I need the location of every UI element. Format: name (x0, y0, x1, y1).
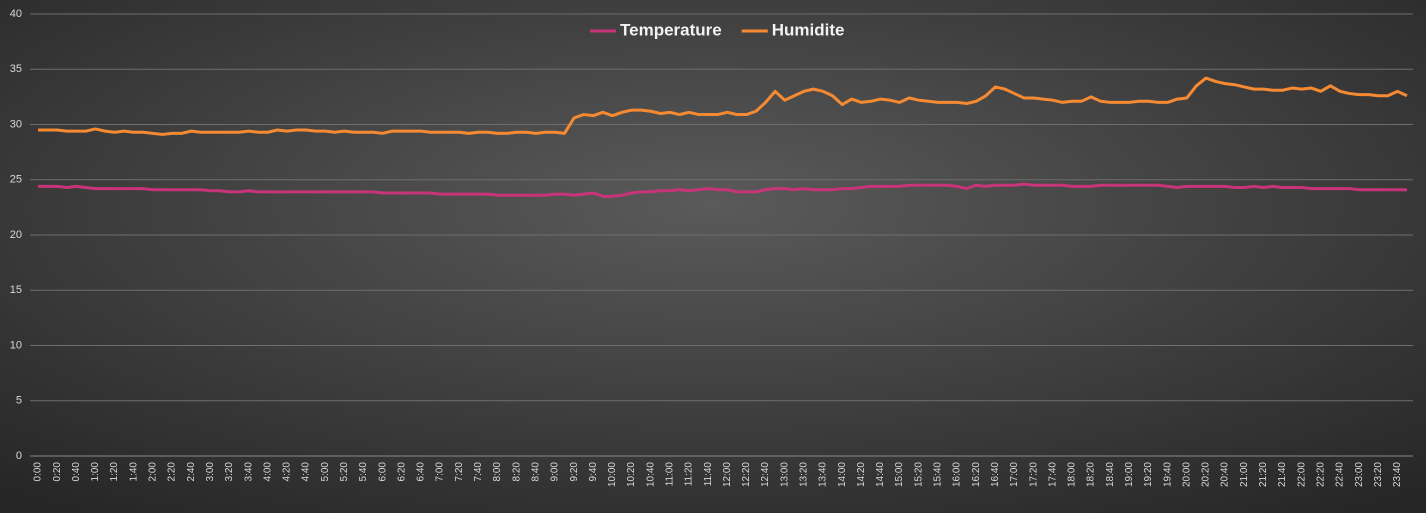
x-tick-label: 0:20 (52, 462, 63, 482)
x-tick-label: 20:40 (1220, 462, 1231, 487)
line-series (38, 76, 1408, 136)
x-tick-label: 6:20 (396, 462, 407, 482)
x-tick-label: 21:00 (1239, 462, 1250, 487)
x-tick-label: 17:40 (1047, 462, 1058, 487)
x-tick-label: 4:00 (262, 462, 273, 482)
x-tick-label: 13:20 (799, 462, 810, 487)
x-tick-label: 8:00 (492, 462, 503, 482)
x-tick-label: 14:00 (837, 462, 848, 487)
y-tick-label: 35 (10, 63, 22, 75)
x-tick-label: 6:40 (416, 462, 427, 482)
x-tick-label: 10:00 (607, 462, 618, 487)
x-tick-label: 15:00 (894, 462, 905, 487)
x-tick-label: 14:20 (856, 462, 867, 487)
x-tick-label: 13:00 (779, 462, 790, 487)
x-tick-label: 2:40 (186, 462, 197, 482)
x-tick-label: 7:00 (435, 462, 446, 482)
x-tick-label: 18:40 (1105, 462, 1116, 487)
x-tick-label: 23:20 (1373, 462, 1384, 487)
x-tick-label: 5:00 (320, 462, 331, 482)
x-tick-label: 21:40 (1277, 462, 1288, 487)
x-tick-label: 14:40 (875, 462, 886, 487)
x-tick-label: 9:00 (550, 462, 561, 482)
y-tick-label: 10 (10, 339, 22, 351)
x-tick-label: 22:40 (1335, 462, 1346, 487)
x-tick-label: 6:00 (377, 462, 388, 482)
x-tick-label: 8:20 (511, 462, 522, 482)
x-tick-label: 23:00 (1354, 462, 1365, 487)
y-tick-label: 15 (10, 284, 22, 296)
y-tick-label: 40 (10, 8, 22, 20)
x-tick-label: 1:00 (90, 462, 101, 482)
x-tick-label: 9:20 (569, 462, 580, 482)
x-tick-label: 11:00 (664, 462, 675, 487)
x-tick-label: 3:20 (224, 462, 235, 482)
x-tick-label: 12:20 (741, 462, 752, 487)
x-tick-label: 23:40 (1392, 462, 1403, 487)
x-tick-label: 8:40 (530, 462, 541, 482)
x-tick-label: 3:40 (243, 462, 254, 482)
x-tick-label: 0:00 (33, 462, 44, 482)
x-tick-label: 4:20 (282, 462, 293, 482)
x-tick-label: 17:20 (1028, 462, 1039, 487)
x-tick-label: 16:40 (990, 462, 1001, 487)
x-tick-label: 1:40 (128, 462, 139, 482)
y-tick-label: 25 (10, 174, 22, 186)
x-tick-label: 2:00 (148, 462, 159, 482)
x-tick-label: 15:40 (933, 462, 944, 487)
x-tick-label: 5:20 (339, 462, 350, 482)
x-tick-label: 18:00 (1067, 462, 1078, 487)
x-tick-label: 9:40 (588, 462, 599, 482)
legend-label: Humidite (772, 20, 845, 39)
x-tick-label: 22:00 (1296, 462, 1307, 487)
x-tick-label: 19:20 (1143, 462, 1154, 487)
x-tick-label: 7:40 (473, 462, 484, 482)
x-tick-label: 10:20 (626, 462, 637, 487)
y-tick-label: 30 (10, 118, 22, 130)
x-tick-label: 19:00 (1124, 462, 1135, 487)
x-tick-label: 20:00 (1181, 462, 1192, 487)
x-tick-label: 11:20 (684, 462, 695, 487)
line-series (38, 182, 1407, 198)
x-tick-label: 21:20 (1258, 462, 1269, 487)
x-tick-label: 16:20 (971, 462, 982, 487)
x-tick-label: 1:20 (109, 462, 120, 482)
x-tick-label: 5:40 (358, 462, 369, 482)
x-tick-label: 13:40 (818, 462, 829, 487)
x-tick-label: 4:40 (301, 462, 312, 482)
x-tick-label: 3:00 (205, 462, 216, 482)
x-tick-label: 7:20 (454, 462, 465, 482)
y-tick-label: 5 (16, 395, 22, 407)
x-tick-label: 0:40 (71, 462, 82, 482)
x-tick-label: 10:40 (645, 462, 656, 487)
x-tick-label: 2:20 (167, 462, 178, 482)
y-tick-label: 20 (10, 229, 22, 241)
x-tick-label: 19:40 (1162, 462, 1173, 487)
x-tick-label: 18:20 (1086, 462, 1097, 487)
x-tick-label: 20:20 (1201, 462, 1212, 487)
legend-label: Temperature (620, 20, 722, 39)
x-tick-label: 17:00 (1009, 462, 1020, 487)
x-tick-label: 11:40 (703, 462, 714, 487)
x-tick-label: 12:40 (760, 462, 771, 487)
x-tick-label: 22:20 (1315, 462, 1326, 487)
x-tick-label: 16:00 (952, 462, 963, 487)
y-tick-label: 0 (16, 450, 22, 462)
x-tick-label: 12:00 (722, 462, 733, 487)
x-tick-label: 15:20 (913, 462, 924, 487)
